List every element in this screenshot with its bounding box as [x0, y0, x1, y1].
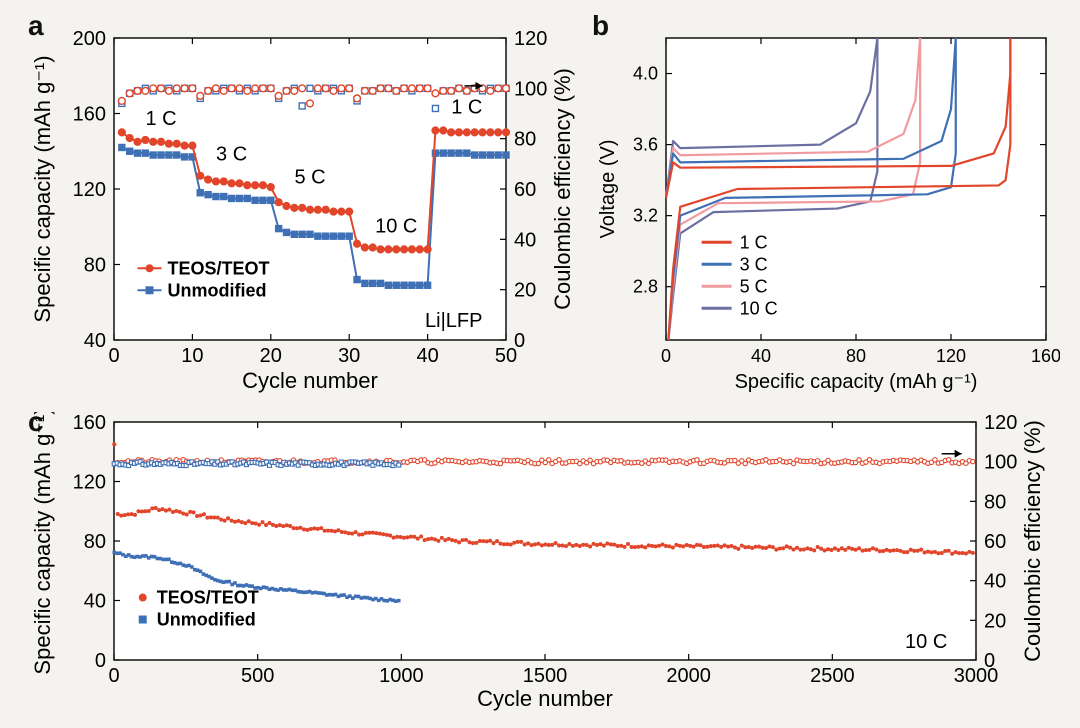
svg-text:80: 80 [84, 531, 106, 553]
svg-text:80: 80 [514, 129, 536, 151]
svg-text:60: 60 [514, 179, 536, 201]
svg-text:10 C: 10 C [905, 631, 947, 653]
svg-text:TEOS/TEOT: TEOS/TEOT [168, 258, 270, 278]
svg-text:1 C: 1 C [145, 108, 176, 130]
svg-text:20: 20 [514, 280, 536, 302]
svg-text:Specific capacity (mAh g⁻¹): Specific capacity (mAh g⁻¹) [30, 412, 55, 675]
svg-text:5 C: 5 C [294, 166, 325, 188]
svg-text:80: 80 [846, 346, 866, 366]
svg-text:3 C: 3 C [216, 144, 247, 166]
svg-text:4.0: 4.0 [633, 64, 658, 84]
svg-text:3.2: 3.2 [633, 206, 658, 226]
svg-text:1 C: 1 C [451, 97, 482, 119]
svg-text:120: 120 [73, 179, 106, 201]
svg-text:Coulombic efficiency (%): Coulombic efficiency (%) [550, 68, 575, 310]
svg-text:Li|LFP: Li|LFP [425, 310, 482, 332]
svg-text:120: 120 [73, 472, 106, 494]
svg-text:100: 100 [984, 452, 1017, 474]
svg-text:120: 120 [984, 412, 1017, 434]
svg-text:0: 0 [514, 330, 525, 352]
svg-text:80: 80 [84, 255, 106, 277]
svg-text:0: 0 [984, 650, 995, 672]
svg-text:20: 20 [984, 610, 1006, 632]
svg-text:30: 30 [338, 345, 360, 367]
svg-text:1 C: 1 C [740, 232, 768, 252]
panel-a-chart: 010203040504080120160200020406080100120C… [28, 18, 588, 406]
svg-text:2000: 2000 [666, 665, 711, 687]
svg-text:40: 40 [751, 346, 771, 366]
svg-text:40: 40 [84, 591, 106, 613]
svg-text:Coulombic efficiency (%): Coulombic efficiency (%) [1020, 420, 1045, 662]
svg-text:10 C: 10 C [740, 298, 778, 318]
svg-text:1000: 1000 [379, 665, 424, 687]
svg-text:40: 40 [84, 330, 106, 352]
svg-text:Cycle number: Cycle number [242, 368, 378, 393]
svg-text:10: 10 [181, 345, 203, 367]
svg-text:160: 160 [73, 104, 106, 126]
svg-text:120: 120 [936, 346, 966, 366]
svg-text:2500: 2500 [810, 665, 855, 687]
svg-text:40: 40 [416, 345, 438, 367]
svg-text:5 C: 5 C [740, 276, 768, 296]
svg-text:Unmodified: Unmodified [157, 610, 256, 630]
svg-text:Voltage (V): Voltage (V) [597, 140, 619, 239]
svg-text:200: 200 [73, 28, 106, 50]
svg-text:100: 100 [514, 78, 547, 100]
svg-text:500: 500 [241, 665, 274, 687]
svg-text:2.8: 2.8 [633, 277, 658, 297]
svg-text:0: 0 [108, 665, 119, 687]
svg-text:0: 0 [108, 345, 119, 367]
svg-text:60: 60 [984, 531, 1006, 553]
svg-text:160: 160 [73, 412, 106, 434]
svg-text:Cycle number: Cycle number [477, 686, 613, 711]
svg-text:3 C: 3 C [740, 254, 768, 274]
figure-root: a b c 0102030405040801201602000204060801… [0, 0, 1080, 728]
svg-text:3.6: 3.6 [633, 135, 658, 155]
svg-text:40: 40 [514, 229, 536, 251]
svg-text:160: 160 [1031, 346, 1060, 366]
svg-text:1500: 1500 [523, 665, 568, 687]
svg-text:10 C: 10 C [375, 215, 417, 237]
svg-text:0: 0 [661, 346, 671, 366]
svg-text:Specific capacity (mAh g⁻¹): Specific capacity (mAh g⁻¹) [735, 371, 978, 393]
svg-text:80: 80 [984, 491, 1006, 513]
svg-text:40: 40 [984, 571, 1006, 593]
svg-text:0: 0 [95, 650, 106, 672]
svg-text:Unmodified: Unmodified [168, 280, 267, 300]
svg-text:20: 20 [260, 345, 282, 367]
svg-text:TEOS/TEOT: TEOS/TEOT [157, 588, 259, 608]
svg-text:Specific capacity (mAh g⁻¹): Specific capacity (mAh g⁻¹) [30, 55, 55, 322]
panel-b-chart: 0 40 80 120 160 2.8 3.2 3.6 4.0 Specific capacity… [592, 18, 1060, 406]
panel-c-chart: 0500100015002000250030000408012016002040… [28, 412, 1058, 718]
svg-text:120: 120 [514, 28, 547, 50]
